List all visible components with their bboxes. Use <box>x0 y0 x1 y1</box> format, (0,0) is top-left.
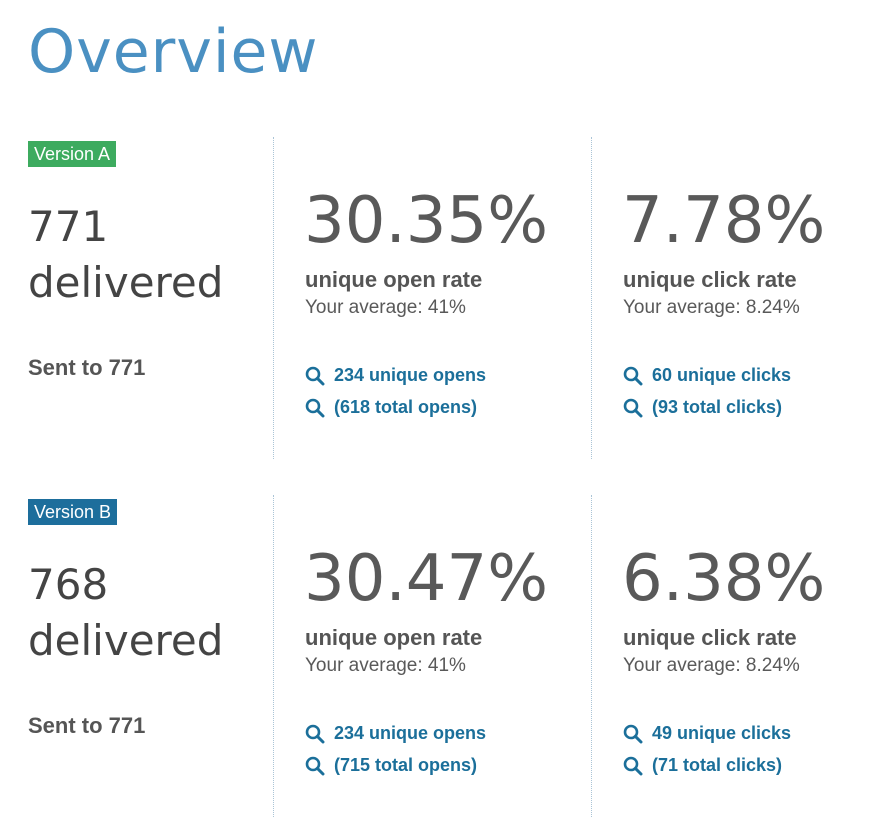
total-opens-label: (618 total opens) <box>334 397 478 417</box>
search-icon <box>623 398 643 417</box>
click-rate-label: unique click rate <box>623 625 797 650</box>
click-rate-panel: 7.78% unique click rate Your average: 8.… <box>591 137 882 459</box>
unique-clicks-link[interactable]: 60 unique clicks <box>623 365 791 386</box>
version-b-section: Version B 768 delivered Sent to 771 30.4… <box>0 495 882 817</box>
total-clicks-link[interactable]: (71 total clicks) <box>623 755 782 776</box>
total-clicks-label: (93 total clicks) <box>652 397 783 417</box>
open-rate-average: Your average: 41% <box>305 655 466 676</box>
click-rate-value: 6.38% <box>622 542 826 616</box>
delivered-label: delivered <box>28 616 224 665</box>
version-a-section: Version A 771 delivered Sent to 771 30.3… <box>0 137 882 459</box>
page-title: Overview <box>28 17 319 87</box>
open-rate-label: unique open rate <box>305 625 483 650</box>
click-rate-average: Your average: 8.24% <box>623 297 800 318</box>
total-opens-label: (715 total opens) <box>334 755 478 775</box>
open-rate-panel: 30.35% unique open rate Your average: 41… <box>273 137 590 459</box>
total-opens-link[interactable]: (618 total opens) <box>305 397 477 418</box>
total-clicks-label: (71 total clicks) <box>652 755 783 775</box>
search-icon <box>305 724 325 743</box>
open-rate-label: unique open rate <box>305 267 483 292</box>
delivery-summary: Version B 768 delivered Sent to 771 <box>28 495 268 817</box>
open-rate-panel: 30.47% unique open rate Your average: 41… <box>273 495 590 817</box>
click-rate-value: 7.78% <box>622 184 826 258</box>
total-opens-link[interactable]: (715 total opens) <box>305 755 477 776</box>
unique-clicks-label: 49 unique clicks <box>652 723 792 743</box>
search-icon <box>305 756 325 775</box>
version-badge: Version A <box>28 141 117 167</box>
unique-opens-link[interactable]: 234 unique opens <box>305 365 486 386</box>
unique-clicks-label: 60 unique clicks <box>652 365 792 385</box>
sent-to-text: Sent to 771 <box>28 355 146 380</box>
search-icon <box>623 366 643 385</box>
total-clicks-link[interactable]: (93 total clicks) <box>623 397 782 418</box>
unique-clicks-link[interactable]: 49 unique clicks <box>623 723 791 744</box>
search-icon <box>623 724 643 743</box>
click-rate-average: Your average: 8.24% <box>623 655 800 676</box>
open-rate-value: 30.35% <box>304 184 549 258</box>
delivered-label: delivered <box>28 258 224 307</box>
unique-opens-link[interactable]: 234 unique opens <box>305 723 486 744</box>
search-icon <box>305 398 325 417</box>
delivered-count: 768 <box>28 560 109 609</box>
click-rate-label: unique click rate <box>623 267 797 292</box>
version-badge: Version B <box>28 499 118 525</box>
open-rate-value: 30.47% <box>304 542 549 616</box>
delivery-summary: Version A 771 delivered Sent to 771 <box>28 137 268 459</box>
delivered-count: 771 <box>28 202 109 251</box>
unique-opens-label: 234 unique opens <box>334 365 487 385</box>
sent-to-text: Sent to 771 <box>28 713 146 738</box>
click-rate-panel: 6.38% unique click rate Your average: 8.… <box>591 495 882 817</box>
search-icon <box>305 366 325 385</box>
search-icon <box>623 756 643 775</box>
unique-opens-label: 234 unique opens <box>334 723 487 743</box>
open-rate-average: Your average: 41% <box>305 297 466 318</box>
